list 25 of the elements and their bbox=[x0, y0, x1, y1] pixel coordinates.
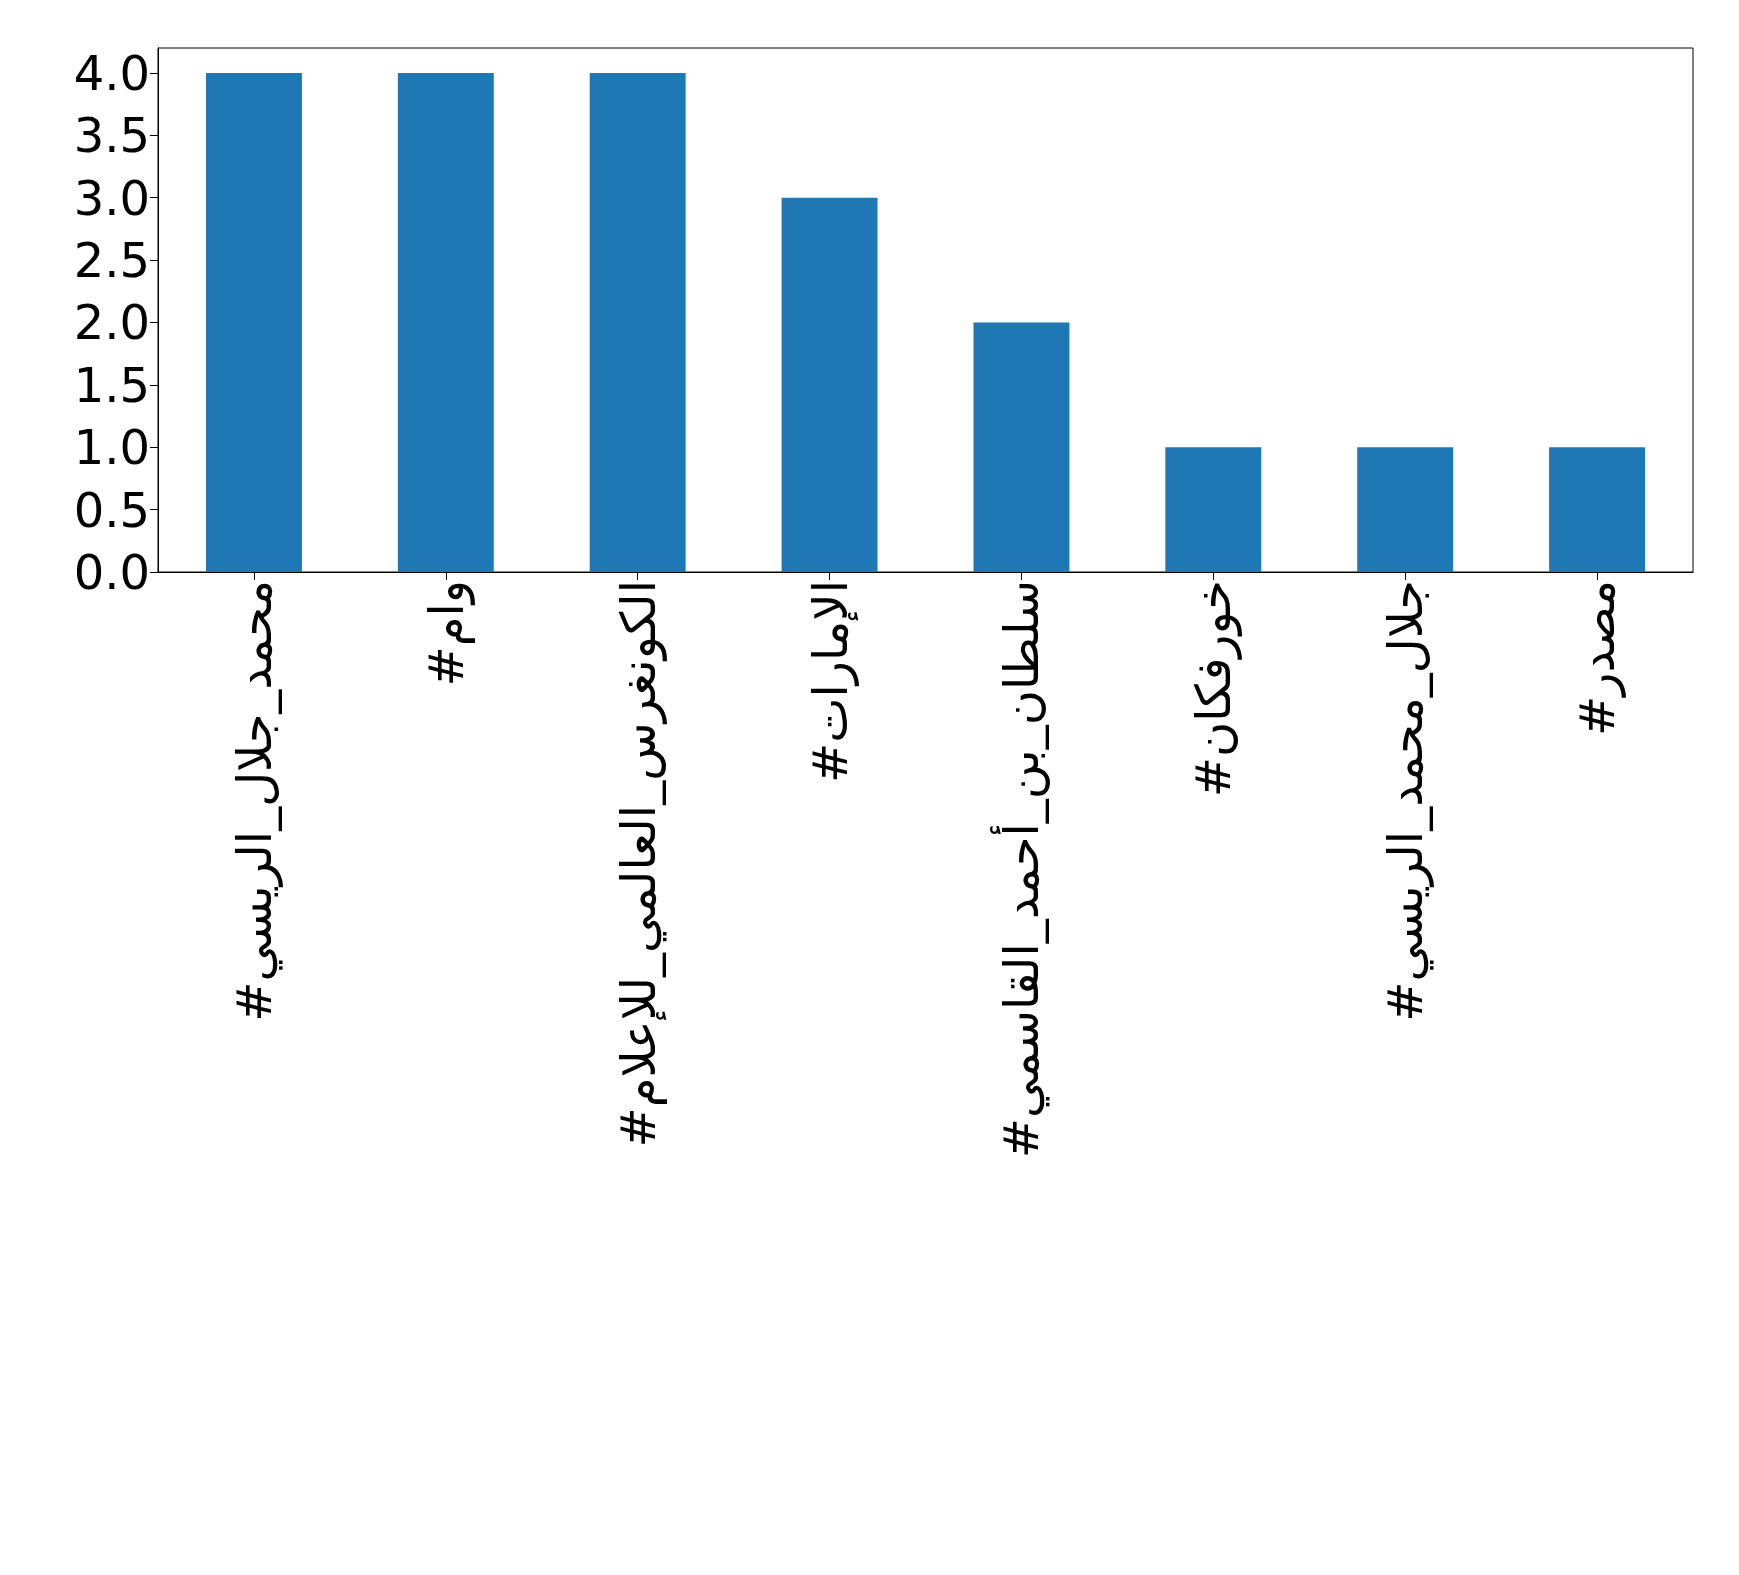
x-tick-label: #الكونغرس_العالمي_للإعلام bbox=[609, 580, 667, 1148]
bar bbox=[589, 72, 686, 572]
x-tick-label: #مصدر bbox=[1569, 580, 1627, 736]
bar bbox=[205, 72, 302, 572]
x-tick-label: #جلال_محمد_الريسي bbox=[1377, 580, 1435, 1022]
bar bbox=[1549, 447, 1646, 572]
y-tick-label: 0.0 bbox=[73, 544, 150, 600]
x-tick-label: #وام bbox=[417, 580, 475, 687]
y-tick-label: 3.5 bbox=[73, 107, 150, 164]
y-tick-label: 0.5 bbox=[73, 481, 150, 538]
bar bbox=[1357, 447, 1454, 572]
y-tick-label: 2.0 bbox=[73, 294, 150, 351]
bar bbox=[973, 322, 1070, 572]
x-tick-label: #الإمارات bbox=[801, 580, 859, 783]
y-tick-label: 4.0 bbox=[73, 44, 150, 101]
y-tick-label: 1.0 bbox=[73, 419, 150, 476]
x-tick-label: #محمد_جلال_الريسي bbox=[225, 580, 283, 1022]
bar bbox=[397, 72, 494, 572]
y-tick-label: 1.5 bbox=[73, 356, 150, 413]
y-tick-label: 2.5 bbox=[73, 232, 150, 289]
bar bbox=[1165, 447, 1262, 572]
x-tick-label: #سلطان_بن_أحمد_القاسمي bbox=[990, 580, 1051, 1159]
bar bbox=[781, 197, 878, 572]
y-tick-label: 3.0 bbox=[73, 169, 150, 226]
x-tick-label: #خورفكان bbox=[1185, 580, 1243, 798]
